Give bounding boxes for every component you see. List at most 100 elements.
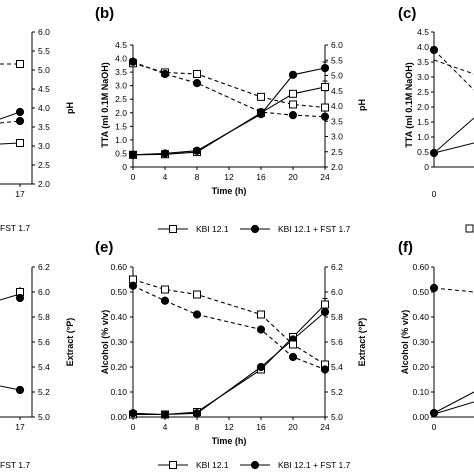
data-point-filled-circle [15,107,25,117]
y-right-axis-title: Extract (°P) [357,318,367,367]
y-tick-label: 4.5 [417,27,429,37]
panel-label: (e) [95,239,113,256]
panel-label: (f) [398,239,413,256]
data-point-open-square [16,60,24,68]
x-tick-label: 16 [256,422,266,432]
data-point-filled-circle [15,116,25,126]
data-point-filled-circle [192,409,202,418]
x-axis-title: Time (h) [212,186,247,196]
y-tick-label: 1.0 [417,132,429,142]
x-tick-label: 24 [320,172,330,182]
y-right-tick-label: 2.5 [331,147,343,157]
y-right-tick-label: 3.5 [331,116,343,126]
y-tick-label: 1.0 [115,135,127,145]
x-tick-label: 4 [163,172,168,182]
data-point-filled-circle [288,111,298,120]
y-axis-title: TTA (ml 0.1M NaOH) [100,62,110,148]
data-point-open-square [321,83,329,92]
panel-b: (b) 0 0.5 1.0 1.5 2.0 2.5 3.0 3.5 4.0 4.5 2.0 2.5 3.0… [95,5,367,234]
y-right-tick-label: 6.0 [38,287,50,297]
x-tick-label: 12 [224,172,234,182]
y-right-tick-label: 3.5 [38,122,50,132]
series-line [433,401,474,415]
y-tick-label: 0.30 [412,337,429,347]
series-line [132,61,326,118]
data-point-open-square [16,139,24,147]
data-point-filled-circle [256,108,266,117]
x-tick-label: 4 [163,422,168,432]
legend-marker-filled-circle [250,224,260,234]
x-axis-title: Time (h) [212,436,247,446]
y-tick-label: 0.60 [412,262,429,272]
x-tick-label: 16 [256,172,266,182]
y-tick-label: 3.0 [417,72,429,82]
data-point-filled-circle [288,70,298,79]
legend-marker-open-square [465,224,474,233]
y-tick-label: 0.5 [115,148,127,158]
panel-e: (e) 0.00 0.10 0.20 0.30 0.40 0.50 0.60 5.0 5.2 5.4… [95,239,367,470]
y-right-tick-label: 5.0 [331,71,343,81]
data-point-filled-circle [256,325,266,334]
y-tick-label: 1.5 [417,117,429,127]
data-point-filled-circle [429,283,439,293]
y-axis-title: TTA (ml 0.1M NaOH) [404,62,414,148]
x-tick-label: 17 [15,422,25,432]
series-line [433,49,474,91]
data-point-filled-circle [192,146,202,155]
x-tick-label: 20 [288,422,298,432]
data-point-open-square [161,285,169,294]
y-tick-label: 2.0 [417,102,429,112]
data-point-filled-circle [256,362,266,372]
y-tick-label: 3.5 [417,57,429,67]
y-tick-label: 4.0 [115,54,127,64]
y-tick-label: 0.20 [412,362,429,372]
series-line [132,311,326,416]
series-line [433,117,474,154]
y-right-tick-label: 4.5 [331,86,343,96]
y-right-tick-label: 5.5 [38,46,50,56]
y-tick-label: 3.5 [115,67,127,77]
data-point-filled-circle [15,293,25,303]
x-tick-label: 20 [288,172,298,182]
y-right-tick-label: 4.0 [38,103,50,113]
y-tick-label: 0 [122,162,127,172]
legend-label-fragment: FST 1.7 [0,460,30,470]
y-right-tick-label: 4.0 [331,101,343,111]
y-tick-label: 0 [424,162,429,172]
data-point-filled-circle [320,365,330,374]
y-right-tick-label: 6.2 [38,262,50,272]
left-panel-fragments: 6.0 5.5 5.0 4.5 4.0 3.5 3.0 2.5 2.0 pH 17 FST 1.7 6.… [0,27,75,470]
y-right-axis-title: Extract (°P) [65,318,75,367]
data-point-filled-circle [320,307,330,317]
x-tick-label: 0 [131,422,136,432]
data-point-open-square [257,92,265,101]
y-tick-label: 2.5 [115,94,127,104]
y-right-tick-label: 5.0 [38,65,50,75]
legend-label-fragment: FST 1.7 [0,223,30,233]
y-tick-label: 0.10 [412,387,429,397]
legend-label-open: KBI 12.1 [196,460,229,470]
y-right-tick-label: 6.2 [331,262,343,272]
x-tick-label: 0 [432,189,437,199]
data-point-open-square [289,89,297,98]
y-tick-label: 4.0 [417,42,429,52]
y-right-tick-label: 6.0 [331,287,343,297]
data-point-filled-circle [128,281,138,290]
y-right-tick-label: 6.0 [331,40,343,50]
y-right-tick-label: 5.2 [331,387,343,397]
data-point-filled-circle [320,112,330,121]
y-tick-label: 2.0 [115,108,127,118]
y-tick-label: 0.40 [412,312,429,322]
legend-label-filled: KBI 12.1 + FST 1.7 [278,460,351,470]
data-point-filled-circle [320,63,330,73]
x-tick-label: 0 [432,422,437,432]
data-point-filled-circle [160,69,170,79]
y-tick-label: 0.10 [110,387,127,397]
x-tick-label: 8 [195,422,200,432]
y-right-tick-label: 2.5 [38,160,50,170]
y-right-tick-label: 5.6 [38,337,50,347]
data-point-filled-circle [429,45,439,55]
y-tick-label: 0.60 [110,262,127,272]
data-point-open-square [321,103,329,112]
